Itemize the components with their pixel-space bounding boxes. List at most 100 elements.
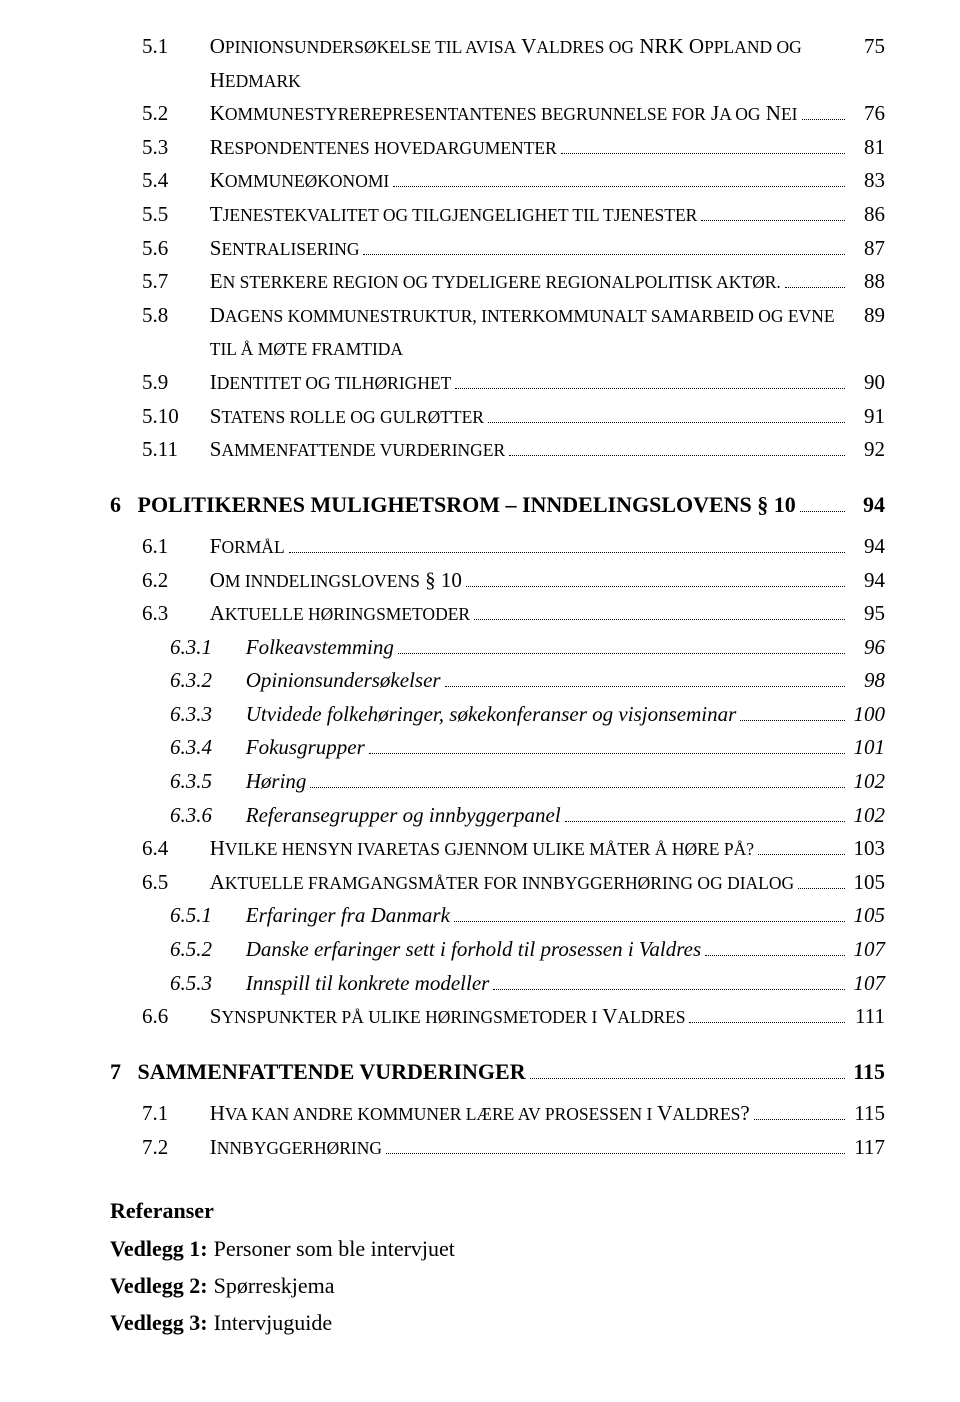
toc-entry-page: 102 bbox=[849, 799, 885, 833]
toc-entry-number: 7.1 bbox=[142, 1097, 194, 1131]
toc-entry: 6.3.2 Opinionsundersøkelser98 bbox=[170, 664, 885, 698]
references-title: Referanser bbox=[110, 1192, 885, 1229]
toc-entry-page: 81 bbox=[849, 131, 885, 165]
toc-entry-title: RESPONDENTENES HOVEDARGUMENTER bbox=[210, 131, 557, 165]
toc-entry-page: 100 bbox=[849, 698, 885, 732]
toc-entry-page: 94 bbox=[849, 530, 885, 564]
toc-entry-title: Høring bbox=[246, 765, 307, 799]
toc-entry-title: IDENTITET OG TILHØRIGHET bbox=[210, 366, 452, 400]
toc-entry: 5.9 IDENTITET OG TILHØRIGHET 90 bbox=[142, 366, 885, 400]
toc-entry: 5.2 KOMMUNESTYREREPRESENTANTENES BEGRUNN… bbox=[142, 97, 885, 131]
toc-entry-page: 94 bbox=[849, 564, 885, 598]
toc-entry-title: Danske erfaringer sett i forhold til pro… bbox=[246, 933, 701, 967]
toc-entry: 6.5 AKTUELLE FRAMGANGSMÅTER FOR INNBYGGE… bbox=[142, 866, 885, 900]
toc-entry-separator bbox=[194, 832, 210, 866]
toc-entry-separator bbox=[230, 698, 246, 732]
toc-entry: 5.5 TJENESTEKVALITET OG TILGJENGELIGHET … bbox=[142, 198, 885, 232]
toc-entry-number: 6.3 bbox=[142, 597, 194, 631]
toc-entry-number: 6.3.5 bbox=[170, 765, 230, 799]
toc-leader-dots bbox=[758, 839, 845, 856]
toc-entry-separator bbox=[194, 265, 210, 299]
toc-leader-dots bbox=[509, 439, 845, 456]
toc-entry-separator bbox=[194, 30, 210, 64]
toc-entry-page: 111 bbox=[849, 1000, 885, 1034]
reference-key: Vedlegg 2: bbox=[110, 1267, 208, 1304]
toc-entry-page: 98 bbox=[849, 664, 885, 698]
toc-entry-separator bbox=[230, 731, 246, 765]
toc-entry-separator bbox=[194, 97, 210, 131]
toc-entry-page: 102 bbox=[849, 765, 885, 799]
toc-entry: 6.4 HVILKE HENSYN IVARETAS GJENNOM ULIKE… bbox=[142, 832, 885, 866]
toc-entry-separator bbox=[194, 131, 210, 165]
toc-entry: 6.1 FORMÅL94 bbox=[142, 530, 885, 564]
toc-leader-dots bbox=[800, 494, 845, 512]
toc-entry-separator bbox=[230, 765, 246, 799]
toc-entry-page: 89 bbox=[849, 299, 885, 333]
toc-leader-dots bbox=[310, 771, 845, 788]
toc-entry-page: 88 bbox=[849, 265, 885, 299]
toc-entry-number: 5.7 bbox=[142, 265, 194, 299]
toc-entry-separator bbox=[194, 866, 210, 900]
toc-leader-dots bbox=[289, 536, 845, 553]
toc-entry-number: 6.2 bbox=[142, 564, 194, 598]
toc-leader-dots bbox=[565, 805, 845, 822]
toc-entry-page: 105 bbox=[849, 866, 885, 900]
toc-entry-number: 6.3.3 bbox=[170, 698, 230, 732]
toc-entry: 6.3 AKTUELLE HØRINGSMETODER 95 bbox=[142, 597, 885, 631]
toc-entry-separator bbox=[230, 899, 246, 933]
toc-entry-page: 86 bbox=[849, 198, 885, 232]
toc-entry-title: KOMMUNESTYREREPRESENTANTENES BEGRUNNELSE… bbox=[210, 97, 798, 131]
toc-entry-title: SAMMENFATTENDE VURDERINGER bbox=[210, 433, 505, 467]
toc-entry-page: 107 bbox=[849, 933, 885, 967]
toc-entry-title: EN STERKERE REGION OG TYDELIGERE REGIONA… bbox=[210, 265, 781, 299]
toc-leader-dots bbox=[530, 1061, 845, 1079]
toc-entry-title: INNBYGGERHØRING bbox=[210, 1131, 382, 1165]
toc-entry-number: 6 bbox=[110, 487, 121, 522]
toc-entry-number: 6.3.1 bbox=[170, 631, 230, 665]
toc-entry: 6.6 SYNSPUNKTER PÅ ULIKE HØRINGSMETODER … bbox=[142, 1000, 885, 1034]
toc-entry-separator bbox=[121, 1054, 138, 1089]
toc-leader-dots bbox=[701, 204, 845, 221]
toc-leader-dots bbox=[466, 570, 845, 587]
reference-item: Vedlegg 2:Spørreskjema bbox=[110, 1267, 885, 1304]
toc-entry-page: 115 bbox=[849, 1097, 885, 1131]
toc-entry-separator bbox=[194, 1097, 210, 1131]
toc-entry-number: 5.3 bbox=[142, 131, 194, 165]
toc-entry-separator bbox=[194, 232, 210, 266]
toc-entry-page: 90 bbox=[849, 366, 885, 400]
toc-entry-title: SENTRALISERING bbox=[210, 232, 360, 266]
toc-entry-separator bbox=[230, 967, 246, 1001]
toc-entry-page: 95 bbox=[849, 597, 885, 631]
toc-entry-page: 94 bbox=[849, 487, 885, 522]
reference-value: Personer som ble intervjuet bbox=[214, 1230, 455, 1267]
toc-entry-number: 6.5.2 bbox=[170, 933, 230, 967]
toc-leader-dots bbox=[561, 137, 845, 154]
toc-entry-separator bbox=[194, 366, 210, 400]
toc-entry: 6.5.3 Innspill til konkrete modeller107 bbox=[170, 967, 885, 1001]
toc-entry-separator bbox=[194, 530, 210, 564]
toc-leader-dots bbox=[393, 171, 845, 188]
toc-leader-dots bbox=[740, 704, 845, 721]
reference-item: Vedlegg 3:Intervjuguide bbox=[110, 1304, 885, 1341]
toc-entry-title: HVA KAN ANDRE KOMMUNER LÆRE AV PROSESSEN… bbox=[210, 1097, 750, 1131]
toc-leader-dots bbox=[474, 603, 845, 620]
toc-entry-title: Referansegrupper og innbyggerpanel bbox=[246, 799, 561, 833]
toc-entry-page: 101 bbox=[849, 731, 885, 765]
toc-entry-number: 5.5 bbox=[142, 198, 194, 232]
toc-entry: 7.2 INNBYGGERHØRING117 bbox=[142, 1131, 885, 1165]
toc-entry-title: OM INNDELINGSLOVENS § 10 bbox=[210, 564, 462, 598]
toc-entry: 6.3.5 Høring 102 bbox=[170, 765, 885, 799]
toc-entry-title: POLITIKERNES MULIGHETSROM – INNDELINGSLO… bbox=[138, 487, 796, 522]
toc-entry-page: 115 bbox=[849, 1054, 885, 1089]
toc-leader-dots bbox=[363, 238, 845, 255]
toc-entry-title: AKTUELLE HØRINGSMETODER bbox=[210, 597, 470, 631]
toc-entry: 6.5.1 Erfaringer fra Danmark105 bbox=[170, 899, 885, 933]
toc-leader-dots bbox=[754, 1103, 845, 1120]
toc-entry-title: SAMMENFATTENDE VURDERINGER bbox=[138, 1054, 526, 1089]
toc-entry-title: Innspill til konkrete modeller bbox=[246, 967, 490, 1001]
toc-entry-number: 5.9 bbox=[142, 366, 194, 400]
toc-entry-title: Opinionsundersøkelser bbox=[246, 664, 441, 698]
toc-entry-page: 92 bbox=[849, 433, 885, 467]
toc-leader-dots bbox=[455, 372, 845, 389]
toc-entry-number: 6.6 bbox=[142, 1000, 194, 1034]
